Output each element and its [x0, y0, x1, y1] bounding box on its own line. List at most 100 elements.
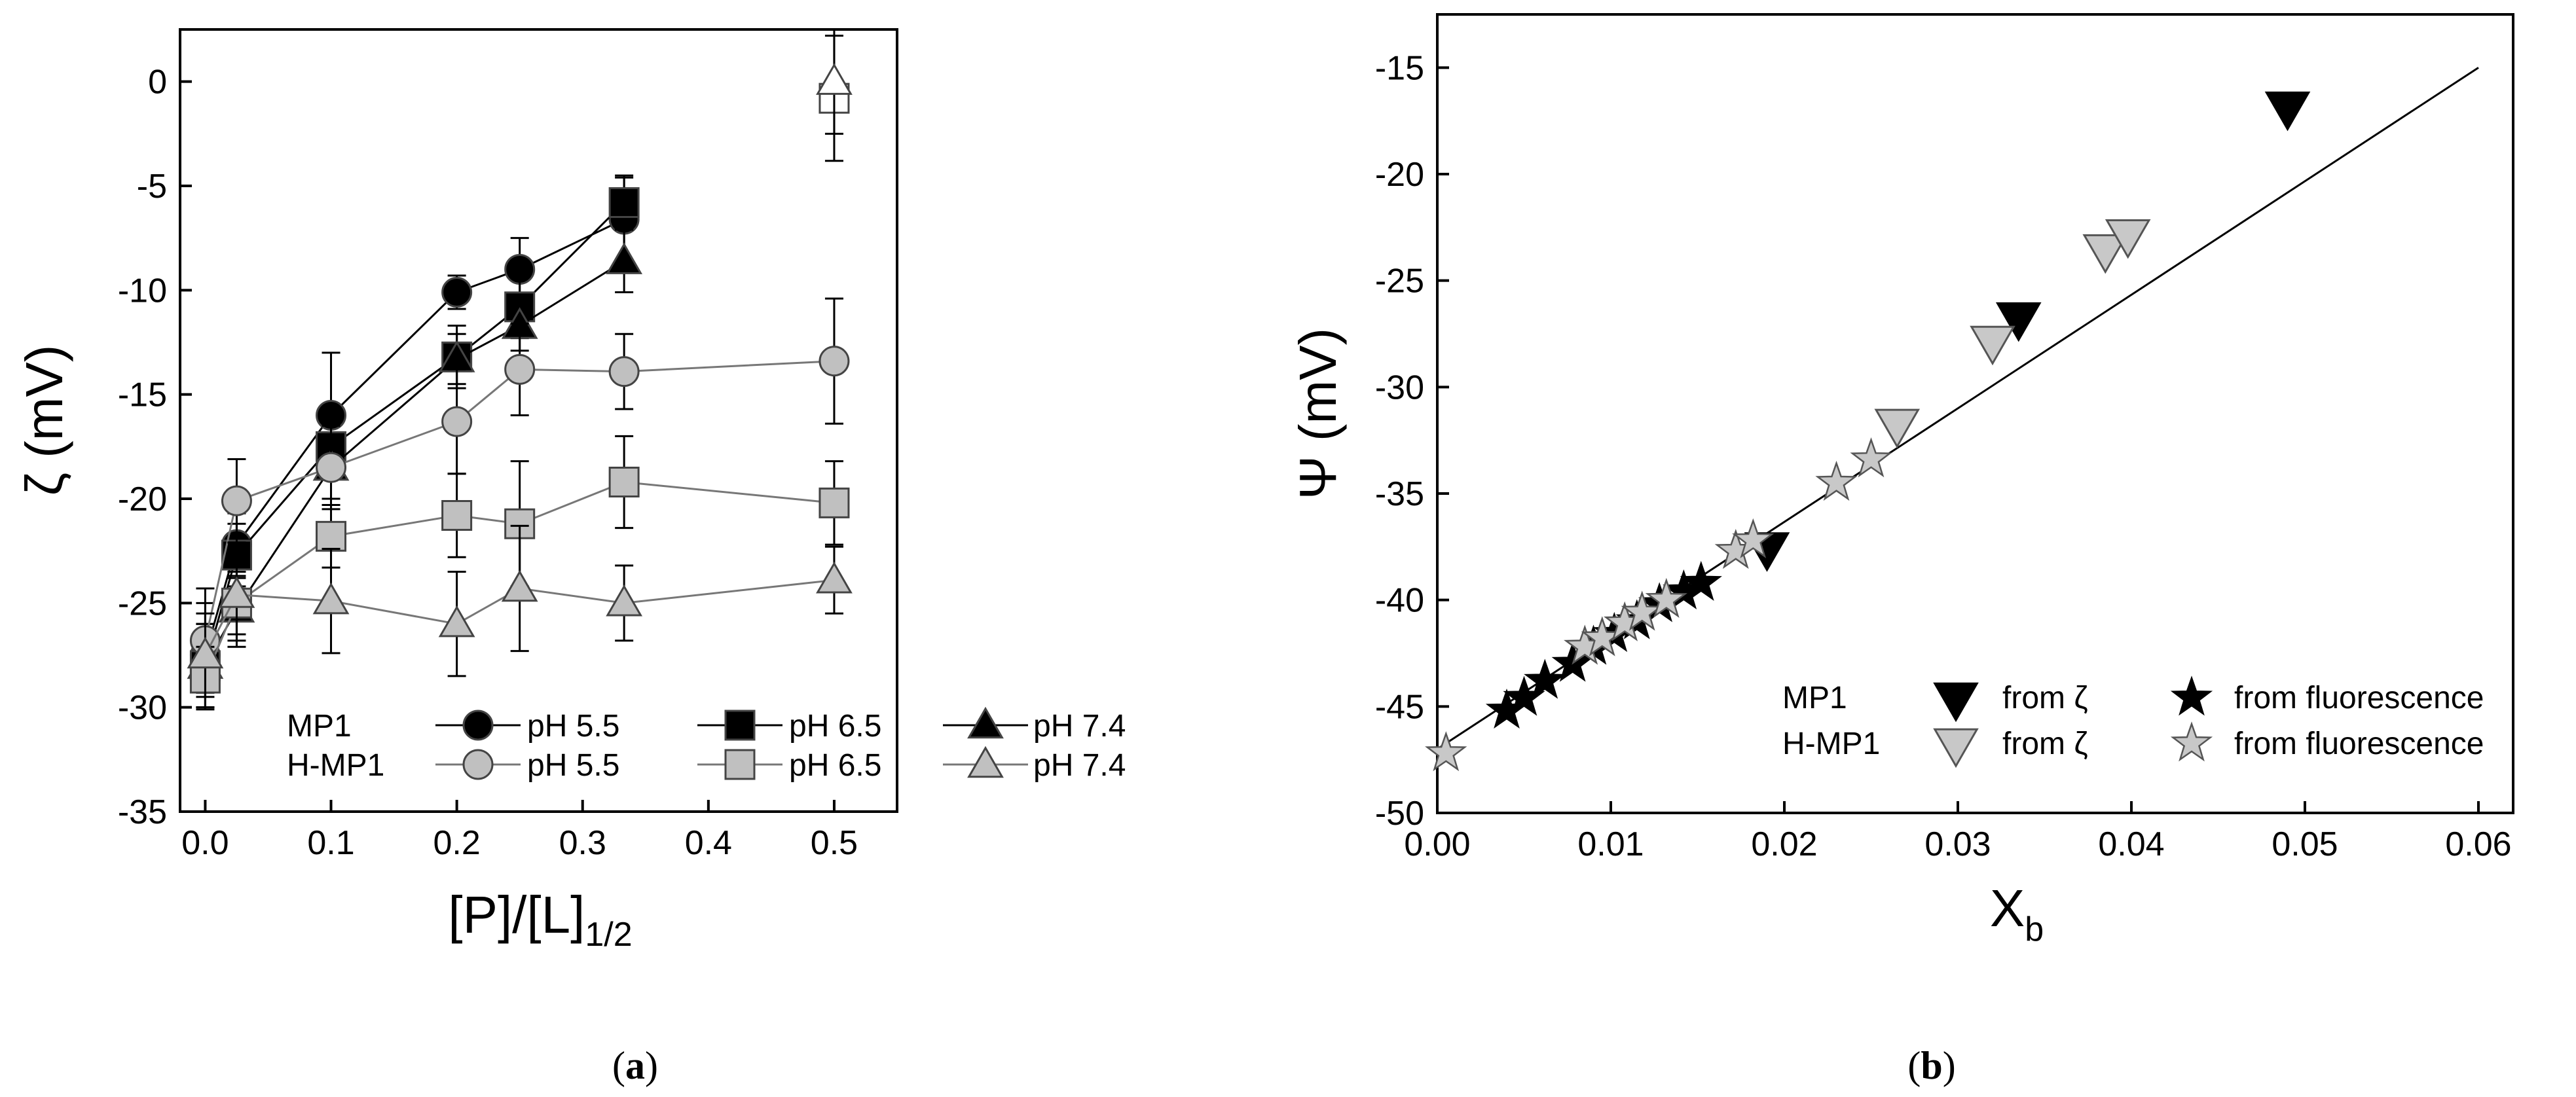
chart-b-y-tick-label: -45: [1375, 688, 1424, 726]
chart-a-legend-sample-circle: [462, 710, 494, 741]
chart-b-legend-entry-mp1-fluorescence: from fluorescence: [2234, 681, 2484, 715]
chart-a-series-mp1-ph-7-4: [187, 228, 643, 709]
chart-a-series-line: [204, 260, 625, 666]
chart-a-legend-sample-triangle: [967, 706, 1004, 739]
chart-a-point-circle: [441, 406, 473, 437]
chart-a-x-tick-label: 0.3: [559, 824, 606, 862]
chart-a-point-square: [316, 520, 347, 552]
chart-b-x-tick-label: 0.04: [2098, 825, 2164, 863]
chart-a-series-mp1-ph-6-5: [189, 174, 640, 709]
chart-a: 0.0 0.1 0.2 0.3 0.4 0.50-5-10-15-20-25-30-35 …: [15, 28, 1126, 1087]
chart-a-point-circle: [504, 353, 536, 385]
chart-a-series-open-triangle-unconnected: [816, 28, 853, 135]
chart-b-series-mp1-from: [1744, 91, 2311, 572]
chart-a-y-tick-label: -20: [118, 480, 167, 518]
chart-a-point-square: [608, 467, 640, 498]
chart-a-point-square: [608, 187, 640, 218]
chart-a-frame: [179, 28, 898, 813]
chart-b-panel-label-close: ): [1943, 1044, 1956, 1087]
chart-a-ticks: 0.0 0.1 0.2 0.3 0.4 0.5 0 -5 -10 -15 -20 -25 -30 -35: [118, 63, 858, 862]
chart-b-legend-row-label-hmp1: H-MP1: [1782, 727, 1880, 761]
chart-b-legend: MP1 H-MP1 from ζ from fluorescence from …: [1782, 675, 2484, 768]
chart-b-legend-row-label-mp1: MP1: [1782, 681, 1847, 715]
chart-a-legend-entry-hmp1-ph74: pH 7.4: [1033, 748, 1126, 783]
chart-a-point-triangle: [218, 576, 255, 608]
chart-a-x-tick-label: 0.5: [811, 824, 858, 862]
chart-b-y-axis-label: Ψ (mV): [1289, 328, 1347, 499]
chart-b-point-invtriangle: [1995, 302, 2042, 342]
chart-b-x-tick-label: 0.01: [1577, 825, 1644, 863]
chart-a-y-tick-label: -5: [137, 168, 167, 206]
chart-b-y-tick-label: -25: [1375, 262, 1424, 300]
chart-a-x-axis-label-sub: 1/2: [585, 916, 632, 954]
chart-a-point-circle: [221, 485, 252, 516]
chart-b-series: [1425, 91, 2311, 772]
chart-a-point-triangle: [816, 561, 853, 594]
chart-a-y-axis-label: ζ (mV): [15, 345, 73, 496]
chart-a-y-tick-label: -25: [118, 584, 167, 622]
chart-b-ticks: 0.00 0.01 0.02 0.03 0.04 0.05 0.06 -15 -20 -25 -30…: [1375, 49, 2512, 863]
chart-a-panel-label-close: ): [645, 1044, 658, 1087]
chart-a-x-tick-label: 0.1: [307, 824, 354, 862]
chart-a-series: [187, 28, 853, 711]
chart-b-point-star: [1732, 518, 1775, 558]
chart-b-x-axis-label: Xb: [1990, 879, 2044, 948]
chart-b-x-tick-label: 0.00: [1404, 825, 1470, 863]
chart-a-legend-entry-mp1-ph55: pH 5.5: [527, 709, 619, 744]
chart-b-legend-entry-hmp1-zeta: from ζ: [2002, 727, 2088, 761]
chart-a-y-tick-label: -35: [118, 793, 167, 831]
chart-b-legend-sample-invtriangle: [1933, 682, 1979, 723]
chart-a-x-tick-label: 0.4: [685, 824, 732, 862]
chart-b-panel-label: (b): [1907, 1044, 1955, 1087]
chart-b-legend-sample-star: [2170, 721, 2213, 762]
chart-a-point-triangle: [438, 605, 475, 638]
chart-b: 0.00 0.01 0.02 0.03 0.04 0.05 0.06 -15 -20 -25 -30…: [1289, 13, 2514, 1087]
chart-a-series-mp1-ph-5-5: [189, 176, 640, 709]
chart-b-y-tick-label: -20: [1375, 156, 1424, 194]
chart-b-point-invtriangle: [1970, 325, 2015, 366]
chart-b-x-tick-label: 0.02: [1751, 825, 1817, 863]
chart-a-x-tick-label: 0.0: [181, 824, 229, 862]
chart-b-x-axis-label-main: X: [1990, 879, 2025, 937]
chart-b-y-tick-label: -15: [1375, 49, 1424, 87]
chart-a-x-axis-label-main: [P]/[L]: [448, 886, 585, 944]
chart-a-point-triangle: [312, 582, 350, 615]
chart-b-x-tick-label: 0.03: [1924, 825, 1991, 863]
chart-b-panel-letter: b: [1921, 1044, 1942, 1087]
chart-a-point-triangle: [187, 636, 224, 669]
chart-a-point-triangle: [501, 569, 538, 602]
chart-a-point-circle: [819, 346, 850, 377]
chart-b-series-h-mp1-from: [1874, 219, 2151, 449]
chart-b-point-star: [1621, 590, 1663, 631]
chart-a-point-square: [819, 487, 850, 518]
chart-a-legend-entry-mp1-ph74: pH 7.4: [1033, 709, 1126, 744]
chart-a-legend-row-label-mp1: MP1: [287, 709, 352, 744]
chart-b-legend-entry-hmp1-fluorescence: from fluorescence: [2234, 727, 2484, 761]
chart-b-y-tick-label: -50: [1375, 795, 1424, 833]
chart-a-point-square: [441, 499, 473, 531]
chart-b-point-star: [1850, 437, 1892, 478]
chart-b-point-invtriangle: [2105, 219, 2151, 259]
chart-b-y-tick-label: -30: [1375, 369, 1424, 406]
chart-b-x-tick-label: 0.05: [2272, 825, 2338, 863]
chart-a-point-circle: [441, 277, 473, 308]
chart-b-point-star: [1680, 560, 1722, 601]
chart-a-series-line: [204, 202, 625, 666]
chart-b-point-star: [1815, 460, 1858, 501]
chart-a-legend-sample-circle: [462, 749, 494, 780]
chart-a-point-triangle: [606, 242, 643, 274]
chart-a-y-tick-label: -30: [118, 689, 167, 727]
chart-a-point-circle: [608, 356, 640, 387]
chart-a-x-axis-label: [P]/[L]1/2: [448, 886, 632, 954]
chart-a-legend-sample-square: [724, 710, 756, 741]
chart-a-legend-sample-square: [724, 749, 756, 780]
chart-b-point-invtriangle: [2264, 91, 2311, 132]
chart-a-legend-entry-hmp1-ph55: pH 5.5: [527, 748, 619, 783]
chart-a-panel-letter: a: [625, 1044, 645, 1087]
chart-a-legend-entry-hmp1-ph65: pH 6.5: [789, 748, 881, 783]
chart-a-y-tick-label: -15: [118, 376, 167, 414]
chart-a-y-tick-label: -10: [118, 272, 167, 310]
chart-a-legend: MP1 H-MP1 pH 5.5 pH 6.5 pH 7.4 pH 5.5 pH…: [287, 706, 1126, 783]
chart-b-legend-entry-mp1-zeta: from ζ: [2002, 681, 2088, 715]
